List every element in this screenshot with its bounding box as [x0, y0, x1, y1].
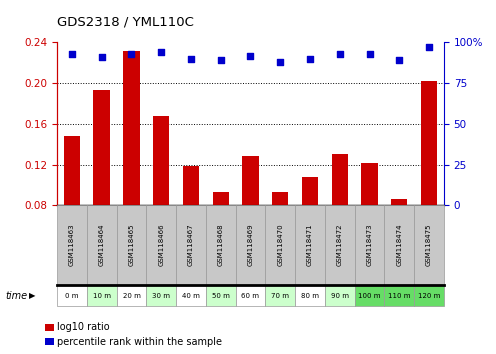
Bar: [93, 90, 110, 205]
Bar: [176, 285, 206, 306]
Text: GSM118463: GSM118463: [69, 224, 75, 267]
Point: [276, 59, 284, 65]
Text: GSM118466: GSM118466: [158, 224, 164, 267]
Bar: [355, 285, 384, 306]
Point: [425, 45, 433, 50]
Bar: [265, 205, 295, 285]
Bar: [355, 205, 384, 285]
Text: GSM118472: GSM118472: [337, 224, 343, 267]
Point: [157, 50, 165, 55]
Bar: [57, 205, 87, 285]
Bar: [57, 285, 87, 306]
Bar: [206, 285, 236, 306]
Point: [336, 51, 344, 57]
Text: 60 m: 60 m: [242, 293, 259, 298]
Text: ▶: ▶: [29, 291, 35, 300]
Bar: [236, 285, 265, 306]
Bar: [414, 285, 444, 306]
Bar: [325, 205, 355, 285]
Bar: [391, 199, 408, 205]
Point: [395, 58, 403, 63]
Text: 50 m: 50 m: [212, 293, 230, 298]
Bar: [153, 116, 170, 205]
Bar: [117, 205, 146, 285]
Bar: [206, 205, 236, 285]
Text: GSM118467: GSM118467: [188, 224, 194, 267]
Bar: [212, 192, 229, 205]
Bar: [236, 205, 265, 285]
Text: GSM118475: GSM118475: [426, 224, 432, 267]
Text: 90 m: 90 m: [331, 293, 349, 298]
Text: GSM118474: GSM118474: [396, 224, 402, 267]
Bar: [384, 285, 414, 306]
Bar: [63, 136, 80, 205]
Bar: [384, 205, 414, 285]
Text: log10 ratio: log10 ratio: [57, 322, 110, 332]
Bar: [265, 285, 295, 306]
Point: [366, 51, 373, 57]
Bar: [87, 205, 117, 285]
Bar: [421, 81, 437, 205]
Bar: [295, 205, 325, 285]
Text: GSM118473: GSM118473: [367, 224, 372, 267]
Bar: [272, 192, 288, 205]
Bar: [331, 154, 348, 205]
Bar: [183, 166, 199, 205]
Point: [68, 51, 76, 57]
Text: GSM118470: GSM118470: [277, 224, 283, 267]
Text: 110 m: 110 m: [388, 293, 411, 298]
Bar: [242, 156, 259, 205]
Text: 80 m: 80 m: [301, 293, 319, 298]
Point: [247, 53, 254, 58]
Text: 40 m: 40 m: [182, 293, 200, 298]
Text: GSM118469: GSM118469: [248, 224, 253, 267]
Bar: [325, 285, 355, 306]
Text: 10 m: 10 m: [93, 293, 111, 298]
Bar: [295, 285, 325, 306]
Text: GSM118471: GSM118471: [307, 224, 313, 267]
Point: [127, 51, 135, 57]
Bar: [123, 51, 140, 205]
Text: 0 m: 0 m: [65, 293, 79, 298]
Text: 20 m: 20 m: [123, 293, 140, 298]
Text: GSM118465: GSM118465: [128, 224, 134, 267]
Text: 70 m: 70 m: [271, 293, 289, 298]
Text: GSM118468: GSM118468: [218, 224, 224, 267]
Point: [217, 58, 225, 63]
Point: [306, 56, 314, 62]
Text: time: time: [5, 291, 27, 301]
Text: GSM118464: GSM118464: [99, 224, 105, 267]
Bar: [414, 205, 444, 285]
Bar: [146, 205, 176, 285]
Text: 100 m: 100 m: [358, 293, 381, 298]
Point: [98, 54, 106, 60]
Bar: [176, 205, 206, 285]
Bar: [87, 285, 117, 306]
Bar: [361, 162, 378, 205]
Text: 30 m: 30 m: [152, 293, 170, 298]
Text: percentile rank within the sample: percentile rank within the sample: [57, 337, 222, 347]
Bar: [117, 285, 146, 306]
Text: 120 m: 120 m: [418, 293, 440, 298]
Bar: [146, 285, 176, 306]
Bar: [302, 177, 318, 205]
Text: GDS2318 / YML110C: GDS2318 / YML110C: [57, 15, 194, 28]
Point: [187, 56, 195, 62]
